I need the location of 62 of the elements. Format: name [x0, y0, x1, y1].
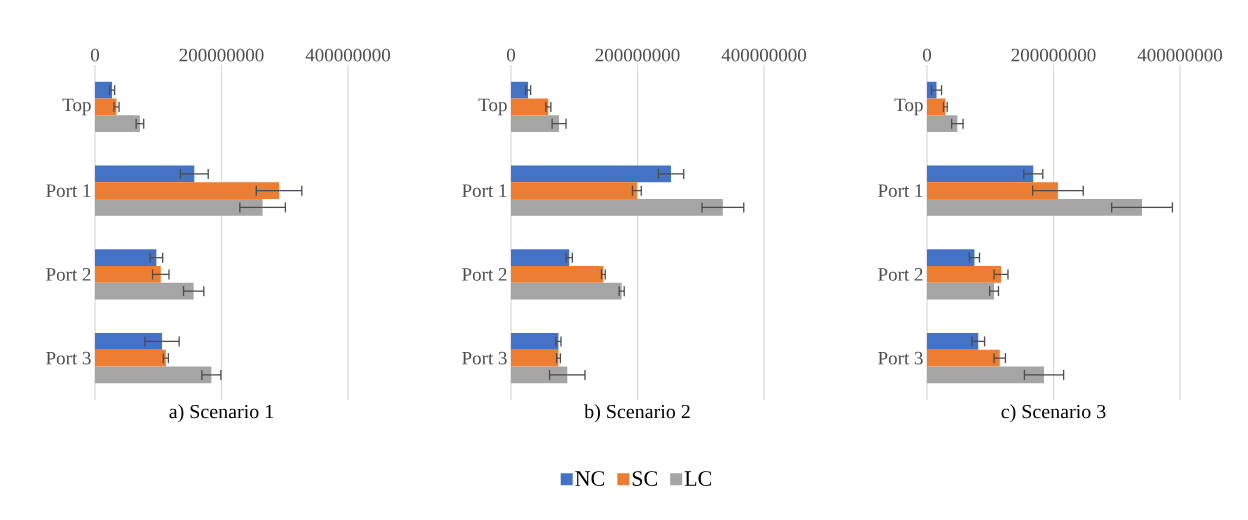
- y-tick-label: Port 3: [878, 351, 923, 365]
- bar: [95, 165, 195, 183]
- text: c) Scenario 3: [1001, 404, 1106, 423]
- text: a) Scenario 1: [169, 404, 274, 423]
- bar: [95, 182, 280, 200]
- bar: [95, 115, 140, 133]
- bar: [511, 249, 570, 267]
- legend-label: LC: [684, 471, 712, 486]
- x-tick-label: 400000000: [305, 48, 391, 62]
- x-tick-label: 400000000: [721, 48, 807, 62]
- y-tick-label: Port 3: [462, 351, 507, 365]
- bar: [927, 349, 1000, 367]
- bar: [95, 249, 157, 267]
- bar: [95, 81, 113, 99]
- x-tick-label: 0: [90, 48, 100, 62]
- y-tick-label: Port 3: [46, 351, 91, 365]
- bar: [511, 333, 559, 350]
- bar: [927, 266, 1002, 283]
- bar: [927, 165, 1034, 183]
- bar: [95, 366, 212, 384]
- bar: [927, 282, 995, 300]
- bar: [927, 249, 975, 267]
- y-tick-label: Port 1: [462, 184, 507, 197]
- bar: [927, 199, 1143, 216]
- x-tick-label: 200000000: [595, 48, 680, 62]
- text: b) Scenario 2: [584, 404, 690, 423]
- y-tick-label: Port 1: [46, 184, 91, 197]
- y-tick-label: Port 2: [462, 268, 507, 281]
- y-tick-label: Top: [62, 98, 91, 116]
- bar: [95, 333, 163, 350]
- y-tick-label: Port 2: [878, 268, 923, 281]
- x-tick-label: 400000000: [1137, 48, 1223, 62]
- bar: [511, 266, 604, 283]
- bar: [511, 199, 723, 216]
- x-tick-label: 0: [922, 48, 932, 62]
- bar: [927, 182, 1058, 200]
- y-tick-label: Port 2: [46, 268, 91, 281]
- bar: [927, 98, 946, 116]
- bar: [927, 115, 958, 133]
- bar: [95, 98, 117, 116]
- legend-label: NC: [575, 471, 605, 486]
- x-tick-label: 200000000: [179, 48, 264, 62]
- bar: [511, 98, 549, 116]
- bar: [927, 366, 1045, 384]
- bar: [95, 199, 263, 216]
- y-tick-label: Top: [894, 98, 923, 116]
- bar: [511, 282, 622, 300]
- legend-label: SC: [632, 471, 657, 486]
- bar: [95, 282, 194, 300]
- bar: [95, 266, 161, 283]
- bar: [511, 349, 559, 367]
- x-tick-label: 200000000: [1011, 48, 1096, 62]
- bar: [511, 165, 672, 183]
- x-tick-label: 0: [506, 48, 516, 62]
- bar: [95, 349, 166, 367]
- y-tick-label: Port 1: [878, 184, 923, 197]
- bar: [511, 115, 560, 133]
- y-tick-label: Top: [478, 98, 507, 116]
- bar: [927, 333, 979, 350]
- bar: [511, 182, 637, 200]
- bar: [511, 81, 529, 99]
- bar: [511, 366, 568, 384]
